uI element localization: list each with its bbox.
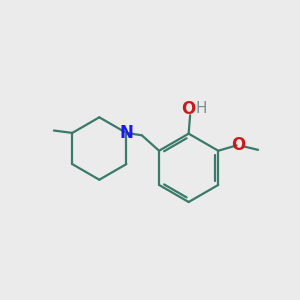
Text: N: N [119,124,133,142]
Text: O: O [232,136,246,154]
Text: O: O [182,100,196,118]
Text: H: H [196,100,207,116]
